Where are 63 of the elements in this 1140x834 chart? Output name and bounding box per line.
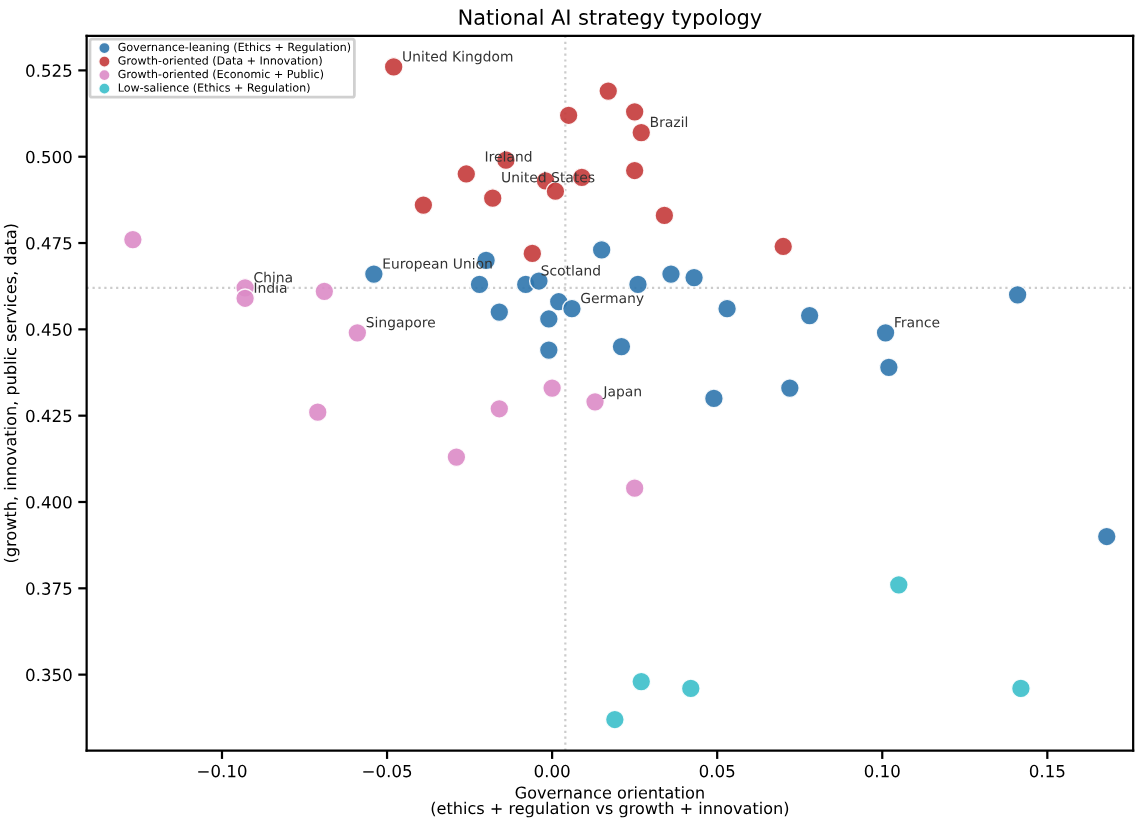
point — [773, 236, 794, 257]
y-tick-label: 0.375 — [26, 582, 72, 595]
y-tick-label: 0.500 — [26, 150, 72, 164]
point — [469, 274, 490, 295]
y-tick-label: 0.425 — [26, 409, 72, 423]
x-tick-label: −0.10 — [198, 764, 247, 778]
point — [542, 378, 563, 399]
chart-title: National AI strategy typology — [459, 8, 762, 30]
point — [624, 478, 645, 499]
point — [347, 322, 368, 343]
point — [799, 305, 820, 326]
x-tick-label: 0.05 — [699, 764, 735, 778]
point — [446, 447, 467, 468]
x-tick-label: 0.10 — [864, 764, 900, 778]
point — [611, 336, 632, 357]
point — [235, 288, 256, 309]
point — [598, 81, 619, 102]
y-tick-label: 0.525 — [26, 64, 72, 77]
point — [878, 357, 899, 378]
point — [538, 308, 559, 330]
point — [456, 163, 477, 184]
x-tick-label: 0.15 — [1029, 764, 1065, 778]
point — [489, 398, 510, 419]
point — [413, 195, 434, 216]
point — [680, 678, 701, 699]
point — [122, 229, 143, 250]
point — [538, 340, 559, 361]
point — [307, 402, 328, 423]
x-tick-label: −0.05 — [363, 764, 412, 778]
point — [631, 122, 652, 143]
point — [779, 378, 800, 399]
point — [1010, 678, 1031, 699]
point — [654, 205, 675, 226]
point — [684, 267, 705, 288]
point — [604, 709, 625, 730]
point — [363, 264, 384, 285]
point — [591, 239, 612, 260]
point — [1007, 284, 1028, 305]
y-axis-title: (growth, innovation, public services, data) — [3, 224, 20, 563]
x-axis-title: Governance orientation (ethics + regulation vs growth + innovation) — [431, 786, 789, 818]
point — [1096, 526, 1117, 547]
point — [631, 671, 652, 692]
point — [489, 302, 510, 323]
point — [717, 298, 738, 319]
point — [624, 101, 645, 122]
point — [585, 391, 606, 412]
point — [660, 264, 681, 285]
point — [875, 322, 896, 343]
point — [703, 388, 724, 409]
point — [888, 574, 909, 595]
point — [545, 181, 566, 202]
y-tick-label: 0.475 — [26, 236, 72, 250]
point — [522, 243, 543, 264]
point — [561, 298, 582, 319]
y-tick-label: 0.350 — [26, 668, 72, 682]
point — [482, 188, 503, 209]
x-tick-label: 0.00 — [534, 764, 570, 778]
y-tick-label: 0.450 — [26, 323, 72, 336]
point — [383, 56, 404, 77]
point — [314, 281, 335, 302]
point — [558, 105, 579, 126]
y-tick-label: 0.400 — [26, 495, 72, 509]
point — [624, 160, 645, 181]
